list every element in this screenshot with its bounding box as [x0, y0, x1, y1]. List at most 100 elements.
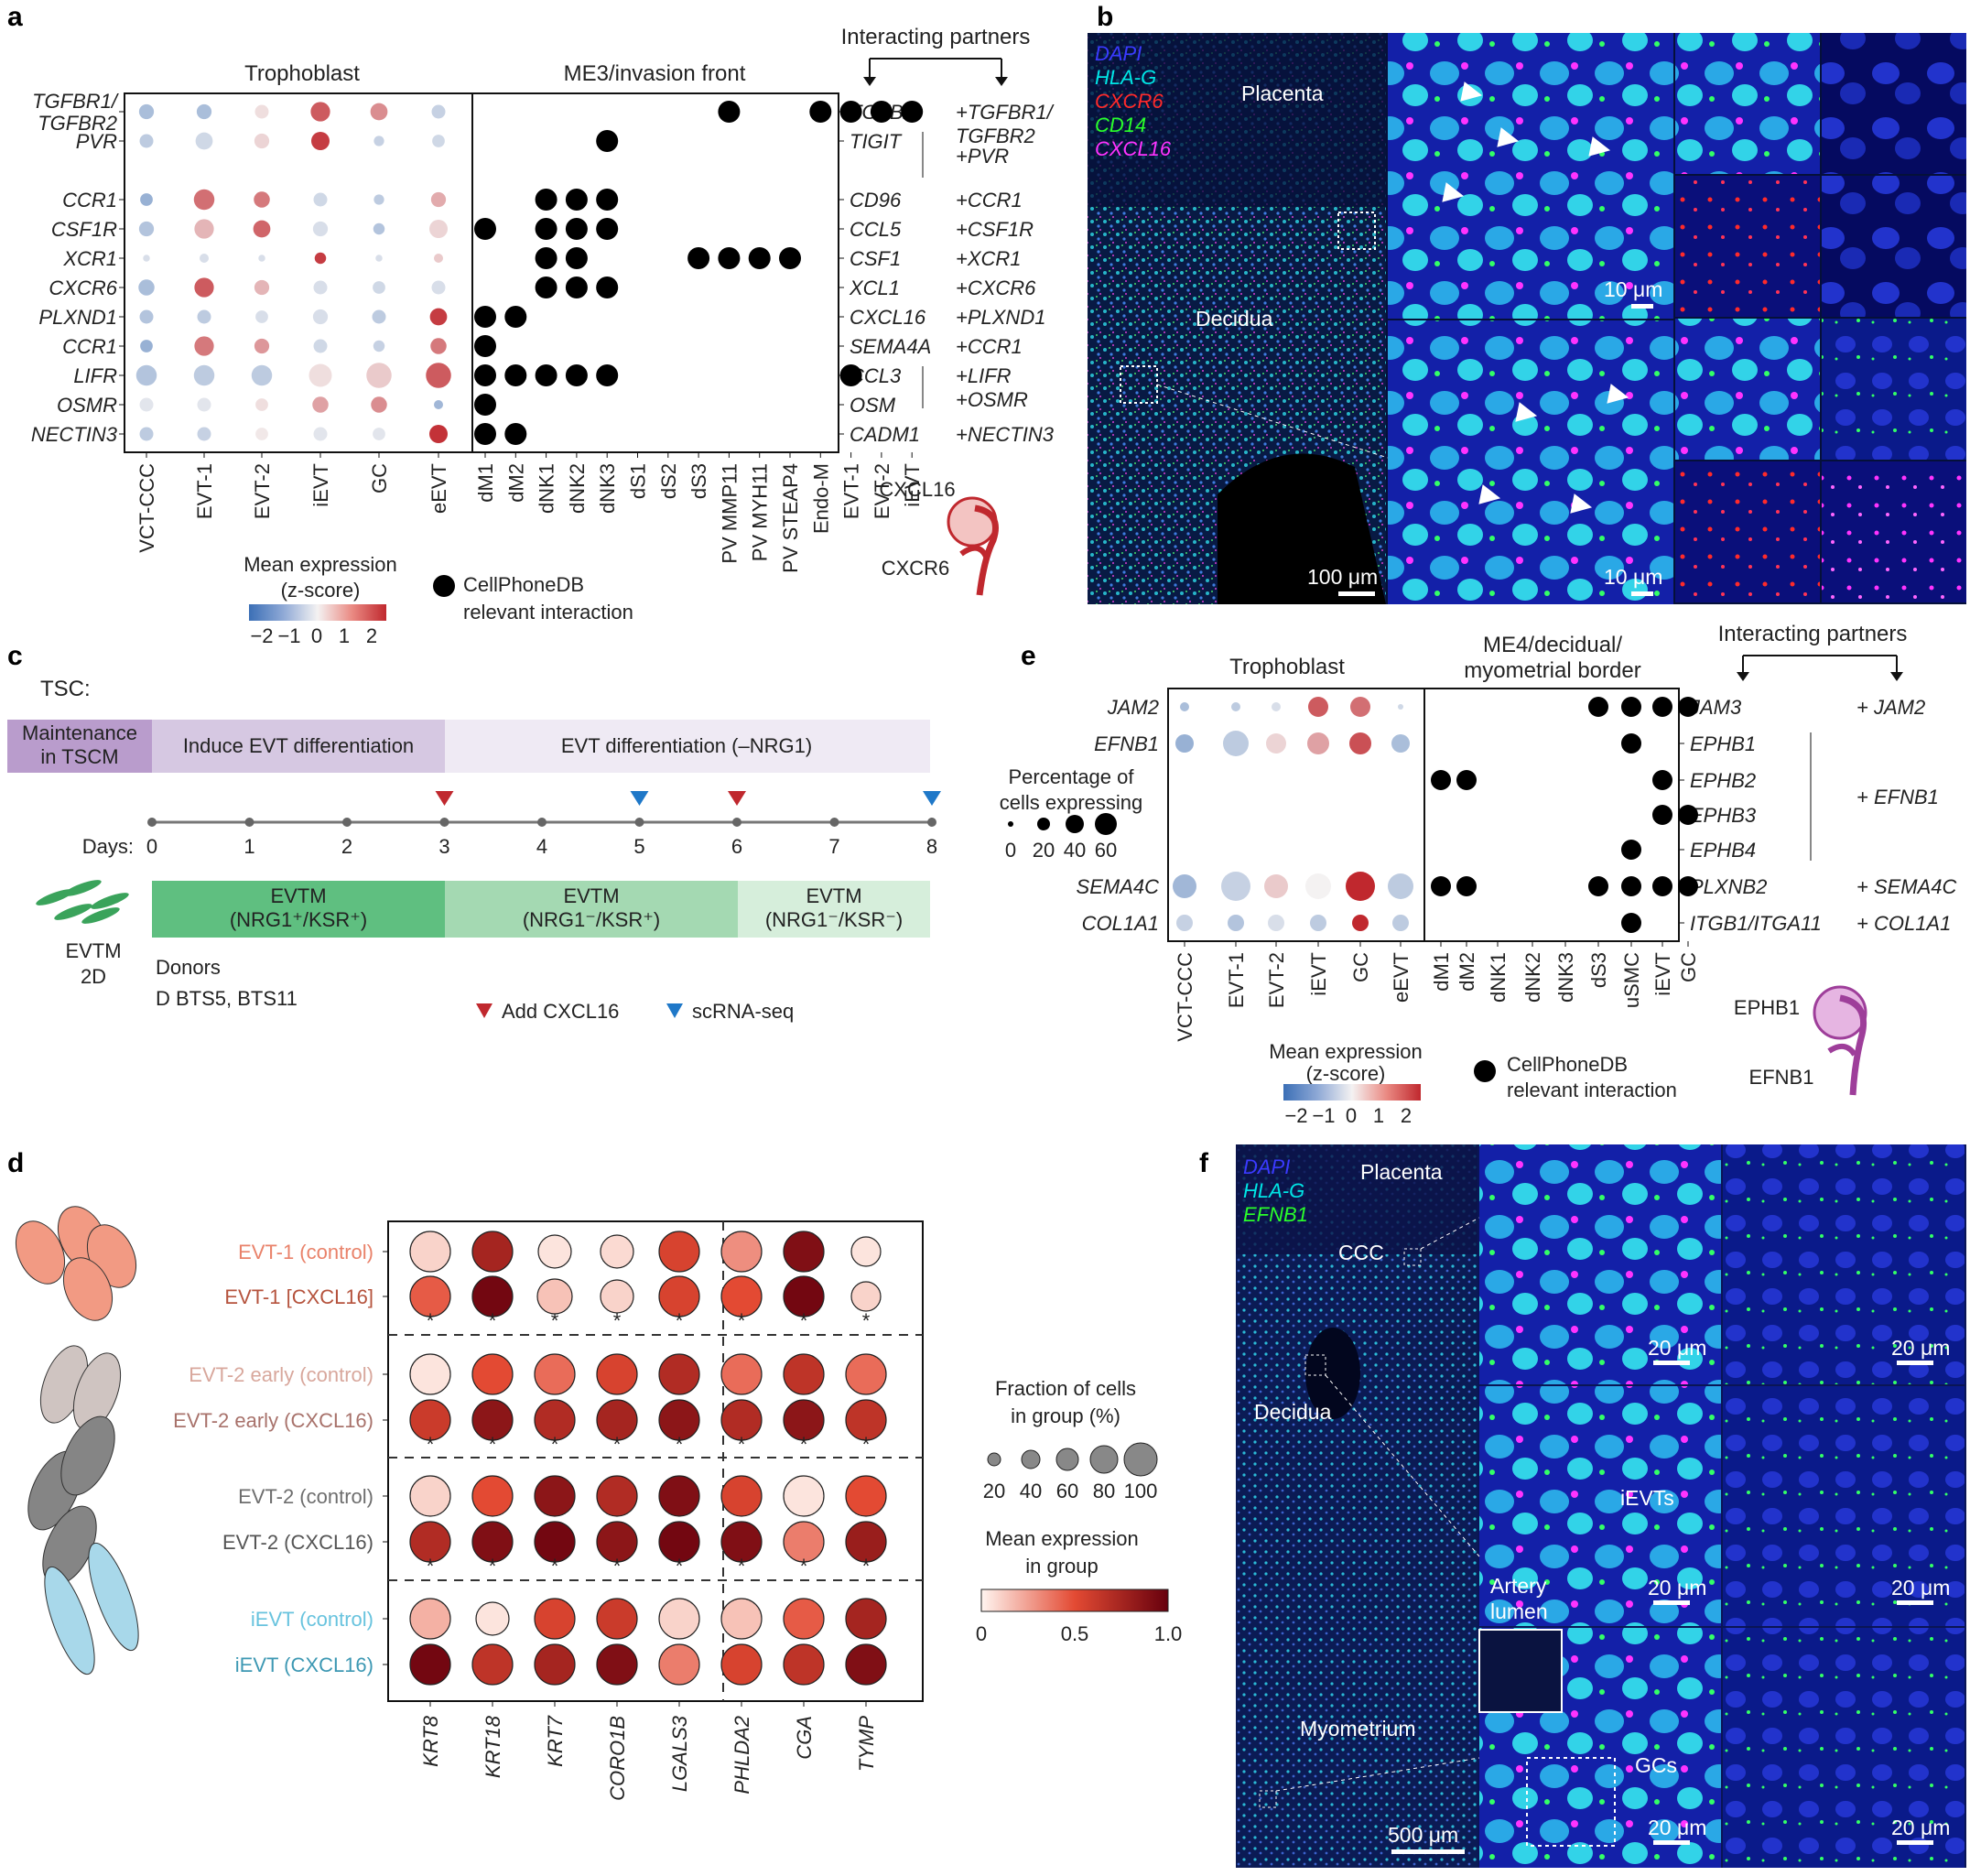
legend-seq: scRNA-seq — [692, 1000, 794, 1023]
xlabel-EVT-2: EVT-2 — [251, 463, 274, 519]
media-label: EVTM (NRG1⁺/KSR⁺) — [230, 884, 367, 931]
row-label: EVT-1 (control) — [238, 1241, 373, 1263]
gene-label-left: EFNB1 — [1094, 732, 1159, 755]
dot-a-iEVT — [313, 427, 328, 441]
dot-a-iEVT — [312, 396, 329, 413]
inset-f — [1478, 1629, 1563, 1713]
interaction-dot — [1652, 805, 1672, 825]
gene-label-right: CADM1 — [850, 423, 920, 446]
dot-e-eEVT — [1398, 704, 1403, 710]
dot-e-eEVT — [1388, 873, 1413, 899]
dot-d-KRT18 — [471, 1521, 514, 1563]
gene-label-right: ITGB1/ITGA11 — [1690, 912, 1822, 935]
significance-star: * — [427, 1555, 435, 1578]
dot-a-EVT-2 — [255, 428, 268, 440]
ligand-icon — [947, 496, 998, 548]
xlabel-dNK1: dNK1 — [536, 463, 558, 514]
significance-star: * — [862, 1555, 871, 1578]
interaction-legend: CellPhoneDB relevant interaction — [463, 573, 633, 624]
header-me3: ME3/invasion front — [564, 61, 746, 86]
dot-a-GC — [375, 255, 383, 262]
media-label: EVTM (NRG1⁻/KSR⁺) — [523, 884, 660, 931]
gene-label-right: CD96 — [850, 189, 902, 211]
scale-bar — [1631, 304, 1653, 309]
partner-label: +PLXND1 — [956, 306, 1045, 329]
channel-label: DAPI — [1243, 1155, 1290, 1178]
arrowhead-icon — [1515, 402, 1538, 422]
color-legend-tick: 1.0 — [1154, 1622, 1183, 1645]
interaction-dot — [839, 101, 862, 123]
dot-d-CGA — [783, 1353, 825, 1395]
row-label: EVT-2 early (control) — [189, 1363, 373, 1386]
scale-label: 10 μm — [1604, 565, 1662, 589]
significance-star: * — [489, 1309, 497, 1332]
header-me4: ME4/decidual/myometrial border — [1464, 633, 1640, 683]
partner-label: +CXCR6 — [956, 277, 1036, 299]
pct-legend-tick: 60 — [1095, 839, 1117, 862]
channel-label: EFNB1 — [1243, 1203, 1308, 1226]
interaction-legend-dot — [433, 575, 455, 597]
significance-star: * — [738, 1433, 746, 1456]
xlabel-iEVT: iEVT — [309, 463, 332, 507]
phase-label: Induce EVT differentiation — [183, 734, 414, 757]
interaction-dot — [1431, 876, 1451, 896]
dot-a-EVT-2 — [254, 338, 270, 354]
panel-label-b: b — [1097, 2, 1113, 32]
zoom-line — [1325, 1374, 1480, 1557]
pct-legend-title: Percentage of cells expressing — [1000, 765, 1143, 814]
interaction-dot — [474, 423, 496, 445]
region-label: Placenta — [1241, 81, 1324, 105]
partner-label: + SEMA4C — [1856, 875, 1957, 898]
region-label: Myometrium — [1300, 1717, 1416, 1740]
dotplot-frame-a — [124, 92, 839, 453]
interaction-dot — [535, 247, 557, 269]
significance-star: * — [551, 1309, 559, 1332]
channel-tile — [1675, 319, 1820, 460]
header-interacting-partners: Interacting partners — [1718, 622, 1908, 646]
interaction-dot — [474, 394, 496, 416]
dot-d-KRT7 — [534, 1598, 576, 1640]
zoom-tile-f — [1723, 1144, 1965, 1384]
evt2-cell-icon — [60, 1415, 115, 1496]
media-label: EVTM (NRG1⁻/KSR⁻) — [765, 884, 903, 931]
xlabel-LGALS3: LGALS3 — [668, 1715, 691, 1792]
scale-bar — [1391, 1849, 1465, 1854]
panel-label-d: d — [7, 1148, 24, 1178]
inset-label: Artery lumen — [1490, 1574, 1548, 1623]
pct-legend-dot — [1066, 815, 1084, 833]
pct-legend-dot — [1037, 818, 1050, 830]
interaction-dot — [474, 335, 496, 357]
xlabel-dM2: dM2 — [504, 463, 527, 503]
inset-label: GCs — [1635, 1753, 1677, 1777]
channel-label: CXCL16 — [1095, 137, 1172, 160]
gene-label-right: SEMA4A — [850, 335, 931, 358]
significance-star: * — [676, 1309, 684, 1332]
dot-d-PHLDA2 — [720, 1643, 763, 1686]
scale-bar — [1653, 1600, 1690, 1605]
dot-a-eEVT — [429, 308, 448, 326]
gene-label-left: LIFR — [73, 364, 117, 387]
dot-d-KRT7 — [534, 1353, 576, 1395]
dot-d-KRT18 — [471, 1475, 514, 1517]
row-label: EVT-2 early (CXCL16) — [173, 1409, 373, 1432]
zoom-tile-f — [1723, 1628, 1965, 1868]
dot-d-LGALS3 — [658, 1521, 700, 1563]
dot-d-CORO1B — [596, 1598, 638, 1640]
dot-a-VCT-CCC — [143, 255, 150, 262]
xlabel-VCT-CCC: VCT-CCC — [135, 463, 158, 553]
scale-bar — [1631, 591, 1653, 596]
xlabel-dM2: dM2 — [1456, 952, 1478, 992]
interaction-dot — [1588, 876, 1608, 896]
gene-label-left: TGFBR1/TGFBR2 — [32, 90, 119, 135]
dot-e-iEVT — [1307, 732, 1329, 754]
scale-label: 100 μm — [1307, 565, 1378, 589]
dot-d-PHLDA2 — [720, 1231, 763, 1273]
day-tick: 4 — [536, 835, 547, 858]
interaction-dot — [901, 101, 924, 123]
dot-d-KRT18 — [471, 1231, 514, 1273]
dot-d-KRT7 — [534, 1643, 576, 1686]
phase-label: Maintenance in TSCM — [22, 721, 137, 768]
significance-star: * — [738, 1309, 746, 1332]
legend-tick: 2 — [1401, 1104, 1412, 1127]
dot-d-PHLDA2 — [720, 1399, 763, 1441]
